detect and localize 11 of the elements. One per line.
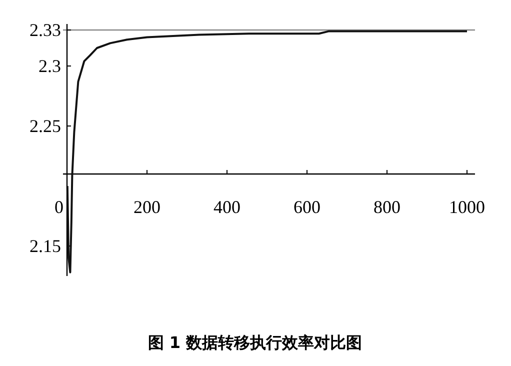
x-tick-label: 800 (374, 197, 400, 217)
y-tick-label: 2.33 (30, 20, 61, 40)
x-tick-label: 400 (214, 197, 240, 217)
y-tick-label: 2.15 (30, 236, 61, 256)
caption: 图 1 数据转移执行效率对比图 (148, 333, 362, 352)
y-tick-label: 2.25 (30, 116, 61, 136)
x-tick-label: 1000 (449, 197, 485, 217)
x-tick-label: 0 (54, 197, 64, 217)
x-tick-label: 200 (134, 197, 160, 217)
x-tick-label: 600 (294, 197, 320, 217)
y-tick-label: 2.3 (38, 56, 61, 76)
